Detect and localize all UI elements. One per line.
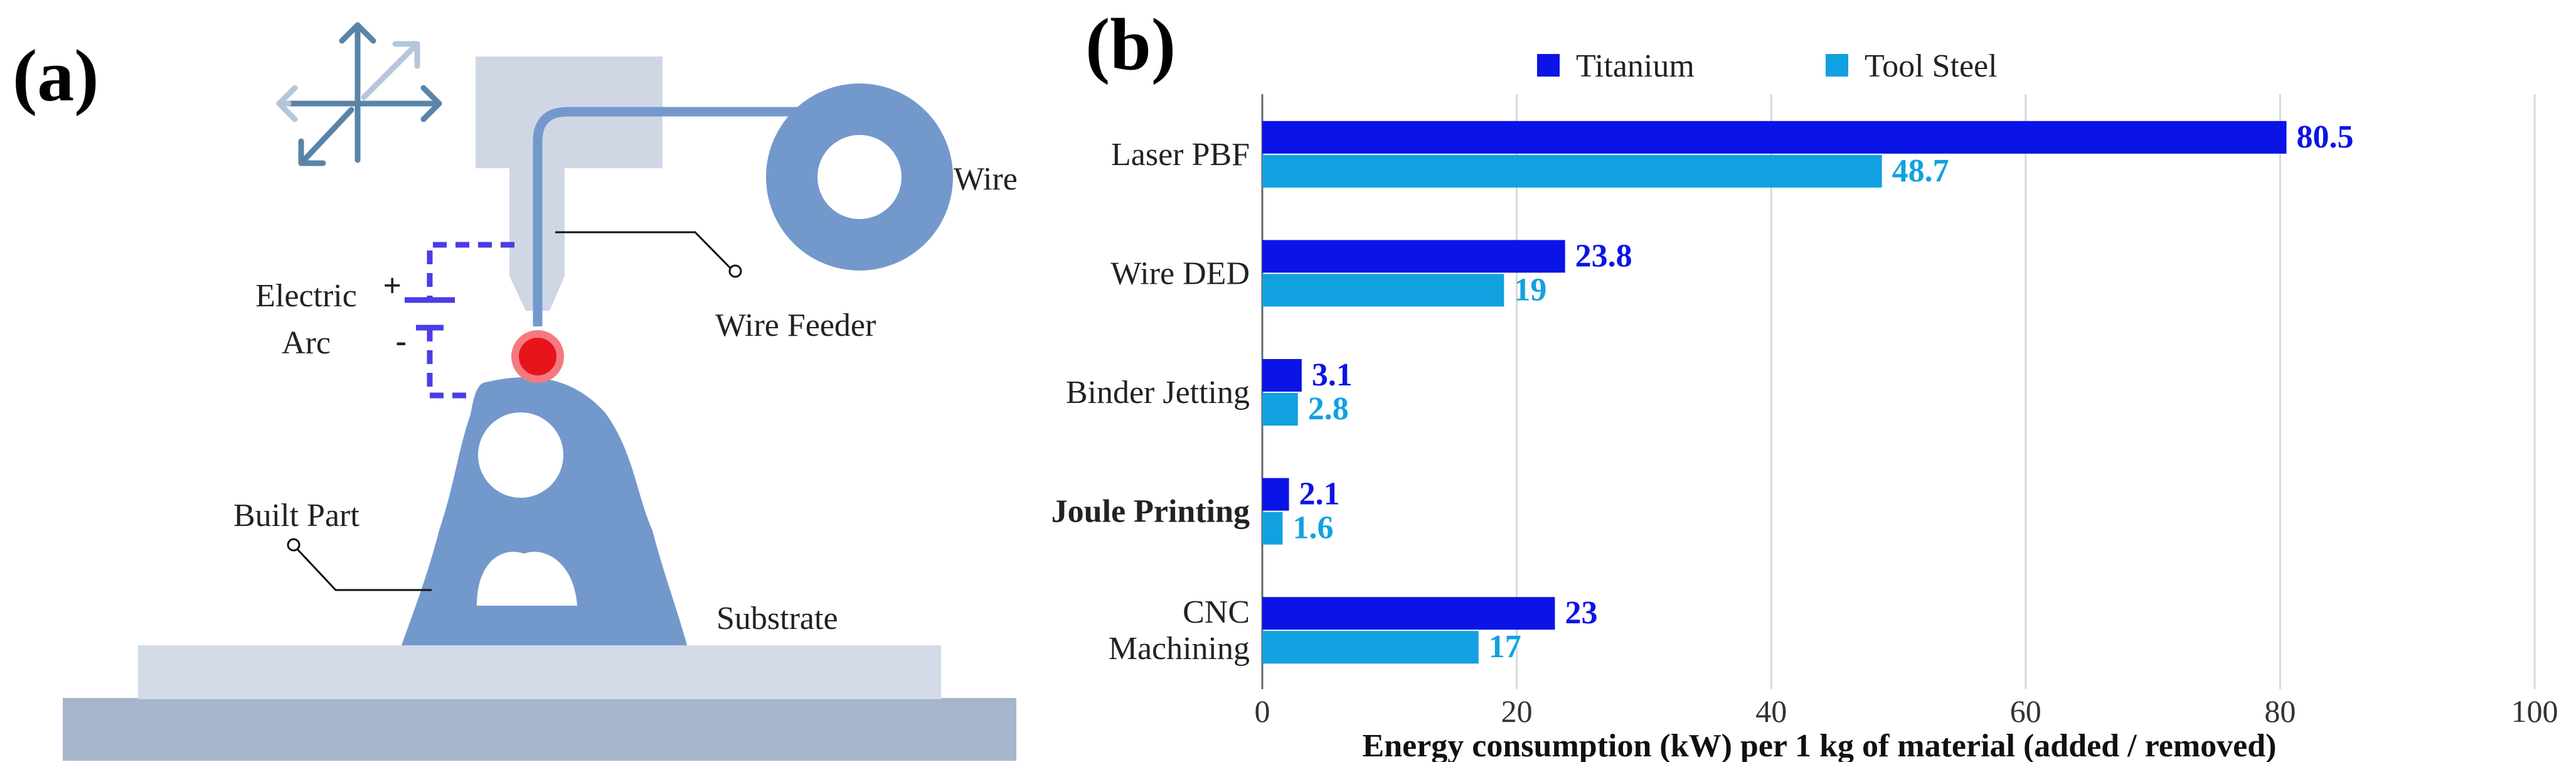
bar-tool-steel	[1262, 631, 1479, 664]
substrate-plate	[138, 645, 941, 699]
value-label: 23	[1565, 595, 1597, 631]
energy-chart: 0 20 40 60 80 100 Energy consumption (kW) per …	[1051, 48, 2558, 762]
arc-spot	[511, 330, 564, 383]
electric-label: Electric	[255, 278, 357, 314]
panel-a: (a)	[13, 22, 1018, 761]
value-label: 2.8	[1308, 391, 1349, 427]
value-label: 48.7	[1892, 153, 1949, 189]
built-part-pin	[287, 538, 301, 552]
value-label: 3.1	[1312, 357, 1353, 393]
electric-circuit	[405, 242, 514, 399]
category-label: Wire DED	[1110, 255, 1250, 291]
built-part-label: Built Part	[233, 498, 359, 534]
x-tick-label: 100	[2511, 694, 2558, 729]
category-label: Joule Printing	[1051, 494, 1250, 530]
value-label: 19	[1514, 272, 1546, 308]
x-tick-label: 20	[1501, 694, 1533, 729]
bar-titanium	[1262, 597, 1555, 630]
minus-sign: -	[396, 323, 407, 359]
built-part	[402, 377, 687, 645]
value-label: 1.6	[1292, 510, 1333, 546]
arc-label: Arc	[282, 325, 331, 361]
bar-tool-steel	[1262, 512, 1283, 545]
legend-swatch-titanium	[1537, 54, 1560, 77]
x-tick-label: 0	[1255, 694, 1270, 729]
x-tick-label: 40	[1755, 694, 1787, 729]
wire-label: Wire	[954, 161, 1018, 197]
panel-b: (b) 0 20 40 60 80 100 Energy consumption (kW) …	[1051, 3, 2558, 762]
x-axis-title: Energy consumption (kW) per 1 kg of mate…	[1363, 728, 2277, 762]
value-label: 80.5	[2297, 119, 2354, 155]
wire-feeder-label: Wire Feeder	[715, 308, 876, 343]
bar-tool-steel	[1262, 154, 1882, 188]
wire-spool	[766, 83, 953, 271]
wire	[533, 107, 863, 326]
x-tick-label: 80	[2264, 694, 2296, 729]
legend-label-titanium: Titanium	[1576, 48, 1695, 84]
legend-label-tool-steel: Tool Steel	[1865, 48, 1998, 84]
axes-arrows-icon	[276, 22, 442, 166]
panel-a-label: (a)	[13, 35, 99, 117]
bar-titanium	[1262, 121, 2287, 154]
legend-swatch-tool-steel	[1826, 54, 1848, 77]
bar-tool-steel	[1262, 393, 1298, 426]
wire-feeder-leader	[555, 231, 732, 270]
bar-titanium	[1262, 359, 1302, 392]
substrate-label: Substrate	[716, 601, 838, 636]
value-label: 2.1	[1299, 476, 1340, 512]
wire-feeder-pin	[728, 264, 742, 278]
value-label: 23.8	[1575, 238, 1632, 274]
category-label: CNC	[1183, 594, 1250, 630]
category-label: Machining	[1109, 631, 1250, 667]
plus-sign: +	[383, 268, 402, 304]
panel-b-label: (b)	[1085, 3, 1176, 85]
category-label: Laser PBF	[1111, 137, 1250, 173]
substrate-base	[63, 698, 1016, 761]
bar-tool-steel	[1262, 274, 1504, 307]
value-label: 17	[1489, 629, 1521, 665]
built-part-leader	[296, 548, 432, 591]
bar-titanium	[1262, 478, 1289, 511]
x-tick-label: 60	[2010, 694, 2041, 729]
category-label: Binder Jetting	[1066, 375, 1250, 411]
bar-titanium	[1262, 240, 1565, 273]
